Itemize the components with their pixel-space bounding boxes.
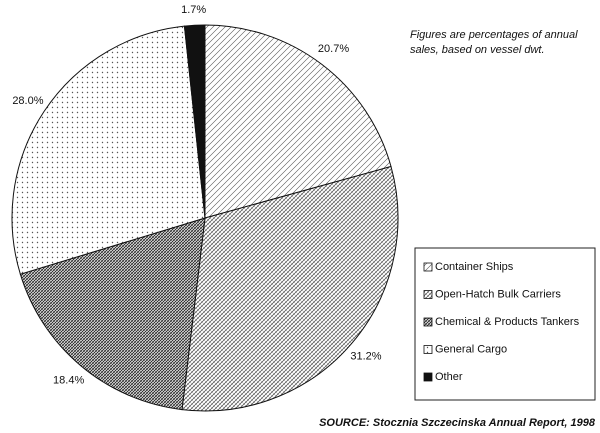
pie-slice bbox=[204, 24, 392, 219]
legend-label: Open-Hatch Bulk Carriers bbox=[435, 288, 561, 300]
data-label: 31.2% bbox=[350, 350, 381, 362]
legend-swatch bbox=[423, 345, 433, 354]
legend-label: Chemical & Products Tankers bbox=[435, 316, 580, 328]
legend-swatch bbox=[423, 372, 433, 382]
legend-label: General Cargo bbox=[435, 343, 507, 355]
annotation: Figures are percentages of annual bbox=[410, 29, 578, 41]
pie-slice bbox=[181, 165, 399, 412]
annotation: sales, based on vessel dwt. bbox=[410, 44, 545, 56]
data-label: 18.4% bbox=[53, 375, 84, 387]
pie-slice bbox=[19, 217, 206, 411]
pie-slice bbox=[11, 25, 206, 275]
legend-label: Other bbox=[435, 371, 463, 383]
data-label: 20.7% bbox=[318, 43, 349, 55]
legend-swatch bbox=[423, 317, 433, 327]
legend-label: Container Ships bbox=[435, 261, 514, 273]
legend-box bbox=[414, 247, 596, 401]
legend-swatch bbox=[423, 290, 433, 299]
data-label: 28.0% bbox=[12, 95, 43, 107]
legend-swatch bbox=[423, 262, 433, 272]
source: SOURCE: Stocznia Szczecinska Annual Repo… bbox=[319, 417, 596, 429]
data-label: 1.7% bbox=[181, 4, 206, 16]
pie-slice bbox=[183, 24, 206, 219]
